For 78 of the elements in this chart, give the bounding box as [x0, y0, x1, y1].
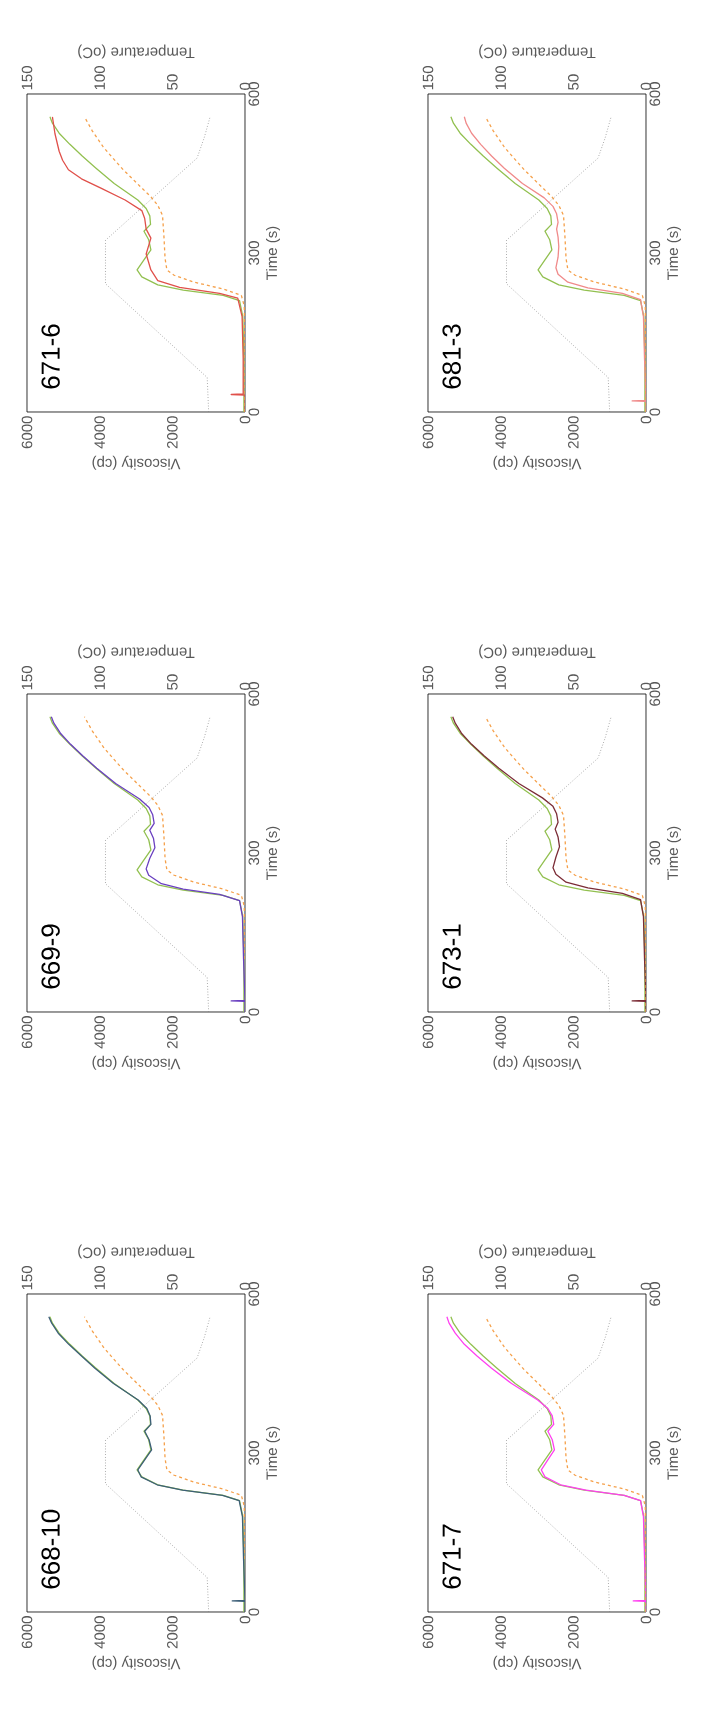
x2-tick-label: 50 [167, 674, 178, 690]
x-axis-title: Viscosity (cp) [493, 1055, 582, 1070]
text: 681-3 [442, 324, 461, 389]
x2-tick-label: 100 [495, 66, 506, 90]
y-tick-label: 300 [248, 241, 260, 265]
y-axis-title: Time (s) [266, 1426, 280, 1480]
x-tick-label: 0 [239, 1016, 251, 1024]
text: 671-6 [41, 324, 60, 389]
x2-axis-title: Temperature (oC) [78, 1244, 195, 1259]
x-tick-label: 4000 [495, 1016, 506, 1049]
y-tick-label: 300 [649, 1441, 661, 1465]
x-tick-label: 0 [640, 1616, 652, 1624]
x-axis-title: Viscosity (cp) [493, 455, 582, 470]
x2-tick-label: 150 [21, 1266, 33, 1290]
text: 668-10 [41, 1509, 60, 1589]
x-tick-label: 6000 [422, 416, 434, 449]
text: 673-1 [442, 924, 461, 989]
x-tick-label: 4000 [94, 1016, 105, 1049]
x2-axis-title: Temperature (oC) [479, 644, 596, 659]
y-tick-label: 0 [248, 408, 260, 416]
x2-axis-title: Temperature (oC) [78, 44, 195, 59]
y-axis-title: Time (s) [667, 226, 681, 280]
x2-tick-label: 50 [568, 674, 579, 690]
x2-tick-label: 150 [422, 1266, 434, 1290]
text: 669-9 [41, 924, 60, 989]
x2-tick-label: 50 [568, 74, 579, 90]
x-tick-label: 6000 [21, 1616, 33, 1649]
x-axis-title: Viscosity (cp) [92, 1655, 181, 1670]
x2-tick-label: 100 [94, 66, 105, 90]
x2-axis-title: Temperature (oC) [78, 644, 195, 659]
x-tick-label: 0 [239, 1616, 251, 1624]
x-tick-label: 2000 [568, 1016, 579, 1049]
x-tick-label: 2000 [167, 1016, 178, 1049]
y-tick-label: 0 [649, 408, 661, 416]
x-axis-title: Viscosity (cp) [92, 455, 181, 470]
y-axis-title: Time (s) [667, 1426, 681, 1480]
x2-axis-title: Temperature (oC) [479, 44, 596, 59]
x-tick-label: 0 [640, 416, 652, 424]
x-tick-label: 2000 [568, 416, 579, 449]
x-axis-title: Viscosity (cp) [92, 1055, 181, 1070]
x-tick-label: 4000 [495, 416, 506, 449]
x-tick-label: 4000 [94, 1616, 105, 1649]
y-tick-label: 300 [649, 241, 661, 265]
x2-tick-label: 100 [94, 1266, 105, 1290]
x2-tick-label: 50 [167, 1274, 178, 1290]
x2-tick-label: 100 [495, 666, 506, 690]
y-tick-label: 300 [248, 841, 260, 865]
x-tick-label: 6000 [21, 416, 33, 449]
x2-tick-label: 100 [94, 666, 105, 690]
x-axis-title: Viscosity (cp) [493, 1655, 582, 1670]
x-tick-label: 4000 [94, 416, 105, 449]
x2-tick-label: 150 [21, 666, 33, 690]
y-tick-label: 0 [649, 1008, 661, 1016]
x2-tick-label: 150 [422, 666, 434, 690]
x2-tick-label: 150 [21, 66, 33, 90]
x2-tick-label: 50 [167, 74, 178, 90]
x-tick-label: 2000 [167, 1616, 178, 1649]
y-tick-label: 300 [248, 1441, 260, 1465]
x-tick-label: 6000 [422, 1016, 434, 1049]
y-tick-label: 0 [248, 1008, 260, 1016]
x-tick-label: 6000 [422, 1616, 434, 1649]
y-tick-label: 0 [248, 1608, 260, 1616]
x-tick-label: 0 [640, 1016, 652, 1024]
y-tick-label: 300 [649, 841, 661, 865]
x2-tick-label: 100 [495, 1266, 506, 1290]
y-axis-title: Time (s) [266, 226, 280, 280]
x2-tick-label: 50 [568, 1274, 579, 1290]
y-axis-title: Time (s) [667, 826, 681, 880]
x-tick-label: 0 [239, 416, 251, 424]
x-tick-label: 4000 [495, 1616, 506, 1649]
y-axis-title: Time (s) [266, 826, 280, 880]
x2-axis-title: Temperature (oC) [479, 1244, 596, 1259]
x-tick-label: 6000 [21, 1016, 33, 1049]
y-tick-label: 0 [649, 1608, 661, 1616]
x-tick-label: 2000 [568, 1616, 579, 1649]
text: 671-7 [442, 1524, 461, 1589]
x-tick-label: 2000 [167, 416, 178, 449]
x2-tick-label: 150 [422, 66, 434, 90]
